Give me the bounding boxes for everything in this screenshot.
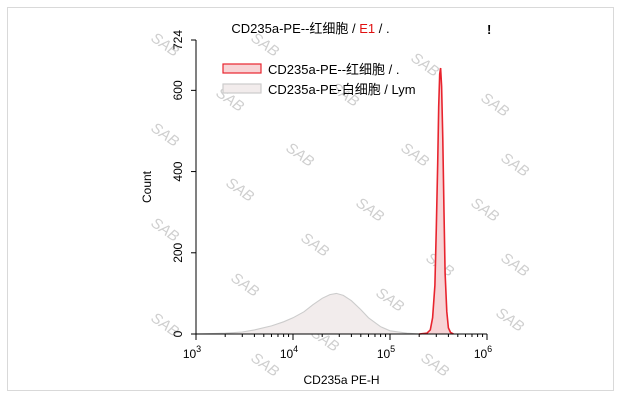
chart-title: CD235a-PE--红细胞 / E1 / . [0, 18, 621, 37]
title-part-1: CD235a-PE--红细胞 / [231, 21, 360, 36]
watermark-text: SAB [223, 174, 257, 205]
watermark-text: SAB [408, 49, 442, 80]
watermark-text: SAB [298, 229, 332, 260]
watermark-text: SAB [398, 139, 432, 170]
watermark-text: SAB [248, 349, 282, 380]
legend-label-1: CD235a-PE-白细胞 / Lym [268, 82, 416, 97]
series-layer [195, 67, 454, 335]
watermark-text: SAB [148, 214, 182, 245]
watermark-text: SAB [373, 284, 407, 315]
y-tick-label: 600 [171, 80, 185, 100]
y-tick-label: 0 [171, 330, 185, 337]
x-tick-label: 106 [474, 344, 492, 361]
watermark-text: SAB [498, 249, 532, 280]
watermark-text: SAB [418, 349, 452, 380]
watermark-text: SAB [478, 89, 512, 120]
x-tick-label: 103 [183, 344, 201, 361]
legend-swatch-1 [222, 83, 262, 94]
x-tick-label: 105 [377, 344, 395, 361]
x-tick-label: 104 [280, 344, 298, 361]
watermark-text: SAB [283, 139, 317, 170]
title-part-3: / . [375, 21, 390, 36]
watermark-text: SAB [468, 194, 502, 225]
title-part-gate: E1 [359, 21, 376, 36]
watermark-text: SAB [148, 119, 182, 150]
y-tick-label: 200 [171, 242, 185, 262]
corner-mark: ! [487, 22, 492, 37]
watermark-text: SAB [228, 269, 262, 300]
x-axis-label: CD235a PE-H [303, 373, 379, 387]
y-tick-label: 400 [171, 161, 185, 181]
watermark-text: SAB [248, 29, 282, 60]
y-tick-label: 724 [171, 30, 185, 50]
watermark-text: SAB [493, 304, 527, 335]
series-0-line [419, 67, 454, 335]
legend: CD235a-PE--红细胞 / . CD235a-PE-白细胞 / Lym [222, 62, 416, 97]
axis-layer: 0 200 400 600 724 103 104 105 106 CD235a PE-H Coun… [140, 30, 492, 387]
y-axis-label: Count [140, 170, 154, 203]
legend-swatch-0 [222, 63, 262, 74]
series-1-area [196, 293, 420, 334]
watermark-text: SAB [498, 149, 532, 180]
series-1-line [195, 292, 420, 335]
watermark-text: SAB [353, 194, 387, 225]
legend-label-0: CD235a-PE--红细胞 / . [268, 62, 399, 77]
